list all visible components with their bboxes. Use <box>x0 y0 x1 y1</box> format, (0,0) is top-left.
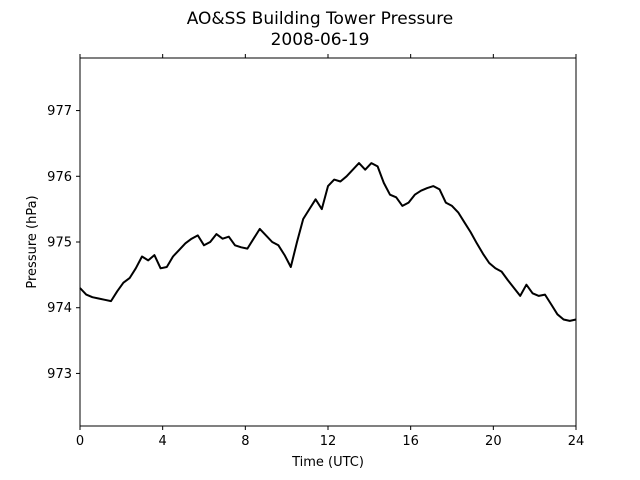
x-axis-label: Time (UTC) <box>291 455 364 470</box>
x-tick-label: 0 <box>76 434 84 449</box>
x-axis-ticks: 0 4 8 12 16 20 24 <box>76 54 584 449</box>
y-tick-label: 973 <box>47 367 72 382</box>
x-tick-label: 16 <box>402 434 419 449</box>
y-tick-label: 974 <box>47 301 72 316</box>
x-tick-label: 12 <box>320 434 337 449</box>
x-tick-label: 24 <box>568 434 585 449</box>
y-tick-label: 975 <box>47 236 72 251</box>
chart-subtitle: 2008-06-19 <box>271 30 370 50</box>
x-tick-label: 20 <box>485 434 502 449</box>
y-axis-label: Pressure (hPa) <box>25 195 40 288</box>
data-lines <box>79 162 577 322</box>
y-axis-ticks: 973 974 975 976 977 <box>47 104 80 382</box>
chart-title: AO&SS Building Tower Pressure <box>187 9 454 29</box>
plot-frame <box>79 57 577 427</box>
y-tick-label: 976 <box>47 170 72 185</box>
y-tick-label: 977 <box>47 104 72 119</box>
x-tick-label: 4 <box>159 434 167 449</box>
pressure-line <box>79 162 577 322</box>
x-tick-label: 8 <box>241 434 249 449</box>
